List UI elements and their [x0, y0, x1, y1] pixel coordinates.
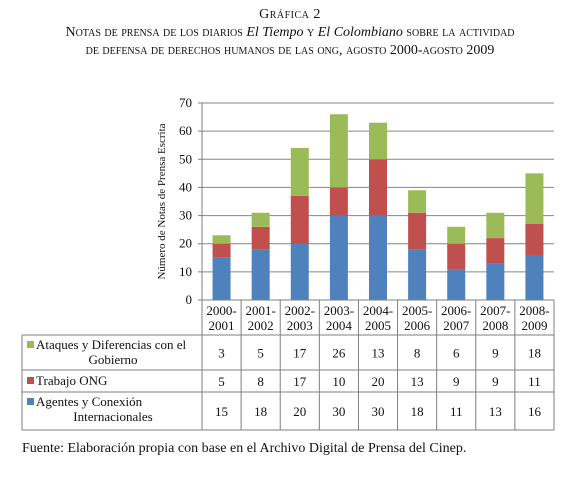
bar-ataques-8	[525, 173, 543, 224]
bar-ataques-7	[486, 213, 504, 238]
bar-ataques-6	[447, 227, 465, 244]
legend-label: Trabajo ONG	[36, 373, 107, 388]
legend-swatch-agentes	[27, 398, 34, 405]
y-tick-label: 30	[179, 208, 192, 223]
bar-ataques-3	[330, 114, 348, 187]
table-value: 9	[453, 374, 460, 389]
table-value: 15	[215, 404, 228, 419]
x-category-label: 2003-	[324, 303, 354, 318]
figure-source: Fuente: Elaboración propia con base en e…	[22, 440, 568, 458]
table-value: 26	[332, 346, 346, 361]
x-category-label: 2002-	[285, 303, 315, 318]
bar-agentes-0	[213, 258, 231, 300]
y-tick-label: 60	[179, 123, 192, 138]
table-value: 16	[528, 404, 542, 419]
table-value: 20	[293, 404, 306, 419]
stacked-bar-chart: 0 10 20 30 40 50 60 70 Número de Notas de Prensa…	[0, 0, 580, 440]
table-value: 18	[411, 404, 424, 419]
table-value: 8	[257, 374, 264, 389]
legend-swatch-trabajo	[27, 377, 34, 384]
bar-agentes-1	[252, 249, 270, 300]
bar-agentes-7	[486, 263, 504, 300]
bar-trabajo-4	[369, 159, 387, 215]
table-value: 9	[492, 374, 499, 389]
bar-agentes-2	[291, 244, 309, 300]
table-value: 8	[414, 346, 421, 361]
y-tick-label: 50	[179, 151, 192, 166]
table-value: 18	[254, 404, 267, 419]
bar-trabajo-8	[525, 224, 543, 255]
y-tick-label: 10	[179, 264, 192, 279]
table-value: 13	[489, 404, 502, 419]
y-tick-label: 0	[186, 292, 193, 307]
x-category-label: 2007-	[480, 303, 510, 318]
bar-trabajo-7	[486, 238, 504, 263]
table-value: 17	[293, 374, 307, 389]
x-category-label: 2008-	[519, 303, 549, 318]
legend-label: Ataques y Diferencias con el	[36, 337, 187, 352]
table-value: 5	[218, 374, 225, 389]
bar-agentes-3	[330, 216, 348, 300]
y-tick-label: 20	[179, 236, 192, 251]
x-category-label: 2001-	[245, 303, 275, 318]
bar-agentes-4	[369, 216, 387, 300]
x-category-label: 2004-	[363, 303, 393, 318]
bar-ataques-4	[369, 123, 387, 160]
y-axis-label: Número de Notas de Prensa Escrita	[156, 123, 168, 279]
x-category-label: 2006	[404, 318, 431, 333]
table-value: 13	[372, 346, 385, 361]
x-category-label: 2004	[326, 318, 353, 333]
table-value: 10	[332, 374, 345, 389]
legend-swatch-ataques	[27, 341, 34, 348]
table-value: 6	[453, 346, 460, 361]
x-category-label: 2006-	[441, 303, 471, 318]
x-category-label: 2009	[521, 318, 547, 333]
bar-ataques-2	[291, 148, 309, 196]
table-value: 13	[411, 374, 424, 389]
table-value: 11	[528, 374, 541, 389]
bar-ataques-0	[213, 235, 231, 243]
table-value: 17	[293, 346, 307, 361]
table-value: 3	[218, 346, 225, 361]
x-category-label: 2002	[248, 318, 274, 333]
x-category-label: 2005-	[402, 303, 432, 318]
x-category-label: 2008	[482, 318, 508, 333]
x-category-label: 2000-	[206, 303, 236, 318]
legend-label: Gobierno	[88, 352, 137, 367]
table-value: 5	[257, 346, 264, 361]
bar-ataques-5	[408, 190, 426, 213]
table-value: 18	[528, 346, 541, 361]
bar-ataques-1	[252, 213, 270, 227]
x-category-label: 2005	[365, 318, 391, 333]
legend-label: Internacionales	[73, 409, 152, 424]
bar-trabajo-0	[213, 244, 231, 258]
table-value: 20	[372, 374, 385, 389]
x-category-label: 2003	[287, 318, 313, 333]
x-category-label: 2007	[443, 318, 470, 333]
bar-trabajo-5	[408, 213, 426, 250]
table-value: 30	[372, 404, 385, 419]
y-tick-label: 70	[179, 95, 192, 110]
bar-trabajo-6	[447, 244, 465, 269]
table-value: 9	[492, 346, 499, 361]
bar-trabajo-3	[330, 187, 348, 215]
bar-trabajo-1	[252, 227, 270, 250]
y-tick-label: 40	[179, 179, 192, 194]
bar-agentes-5	[408, 249, 426, 300]
bar-trabajo-2	[291, 196, 309, 244]
legend-label: Agentes y Conexión	[36, 394, 143, 409]
x-category-label: 2001	[209, 318, 235, 333]
table-value: 30	[332, 404, 345, 419]
bar-agentes-8	[525, 255, 543, 300]
table-value: 11	[450, 404, 463, 419]
bar-agentes-6	[447, 269, 465, 300]
